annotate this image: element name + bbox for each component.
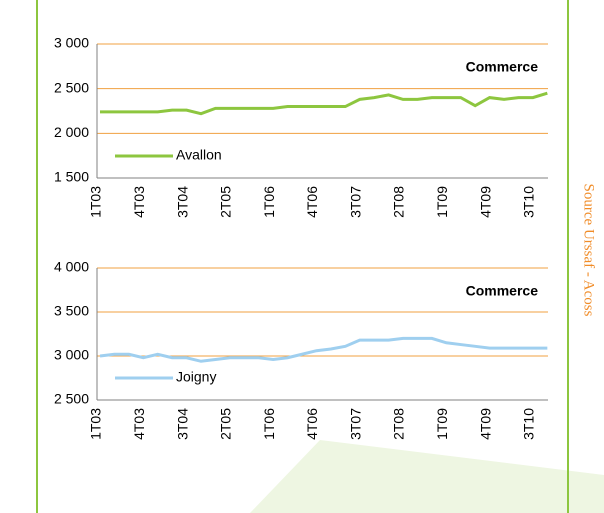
x-tick-label: 3T10 [521,408,537,440]
x-tick-label: 4T06 [304,408,320,440]
x-tick-label: 2T08 [391,408,407,440]
x-tick-label: 4T09 [477,408,493,440]
x-tick-label: 3T07 [347,186,363,218]
y-tick-label: 2 000 [54,124,89,140]
x-tick-label: 1T03 [88,408,104,440]
x-tick-label: 1T06 [261,408,277,440]
x-tick-label: 2T05 [218,408,234,440]
legend-label: Avallon [176,147,222,163]
y-tick-label: 2 500 [54,391,89,407]
y-tick-label: 3 500 [54,303,89,319]
y-tick-label: 3 000 [54,347,89,363]
x-tick-label: 4T03 [131,408,147,440]
decor [250,440,604,513]
x-tick-label: 2T08 [391,186,407,218]
x-tick-label: 4T03 [131,186,147,218]
line [100,91,548,116]
x-tick-label: 1T09 [434,408,450,440]
x-tick-label: 1T03 [88,186,104,218]
x-tick-label: 4T09 [477,186,493,218]
x-tick-label: 4T06 [304,186,320,218]
y-tick-label: 1 500 [54,169,89,185]
annotation: Commerce [466,283,539,299]
line [99,336,548,363]
x-tick-label: 1T06 [261,186,277,218]
annotation: Commerce [466,59,539,75]
y-tick-label: 3 000 [54,35,89,51]
x-tick-label: 1T09 [434,186,450,218]
source: Source Urssaf - Acoss [581,184,597,317]
legend-label: Joigny [176,369,216,385]
x-tick-label: 3T10 [521,186,537,218]
x-tick-label: 3T04 [174,186,190,218]
x-tick-label: 3T07 [347,408,363,440]
frame [36,0,569,513]
y-tick-label: 4 000 [54,259,89,275]
y-tick-label: 2 500 [54,79,89,95]
x-tick-label: 2T05 [218,186,234,218]
x-tick-label: 3T04 [174,408,190,440]
